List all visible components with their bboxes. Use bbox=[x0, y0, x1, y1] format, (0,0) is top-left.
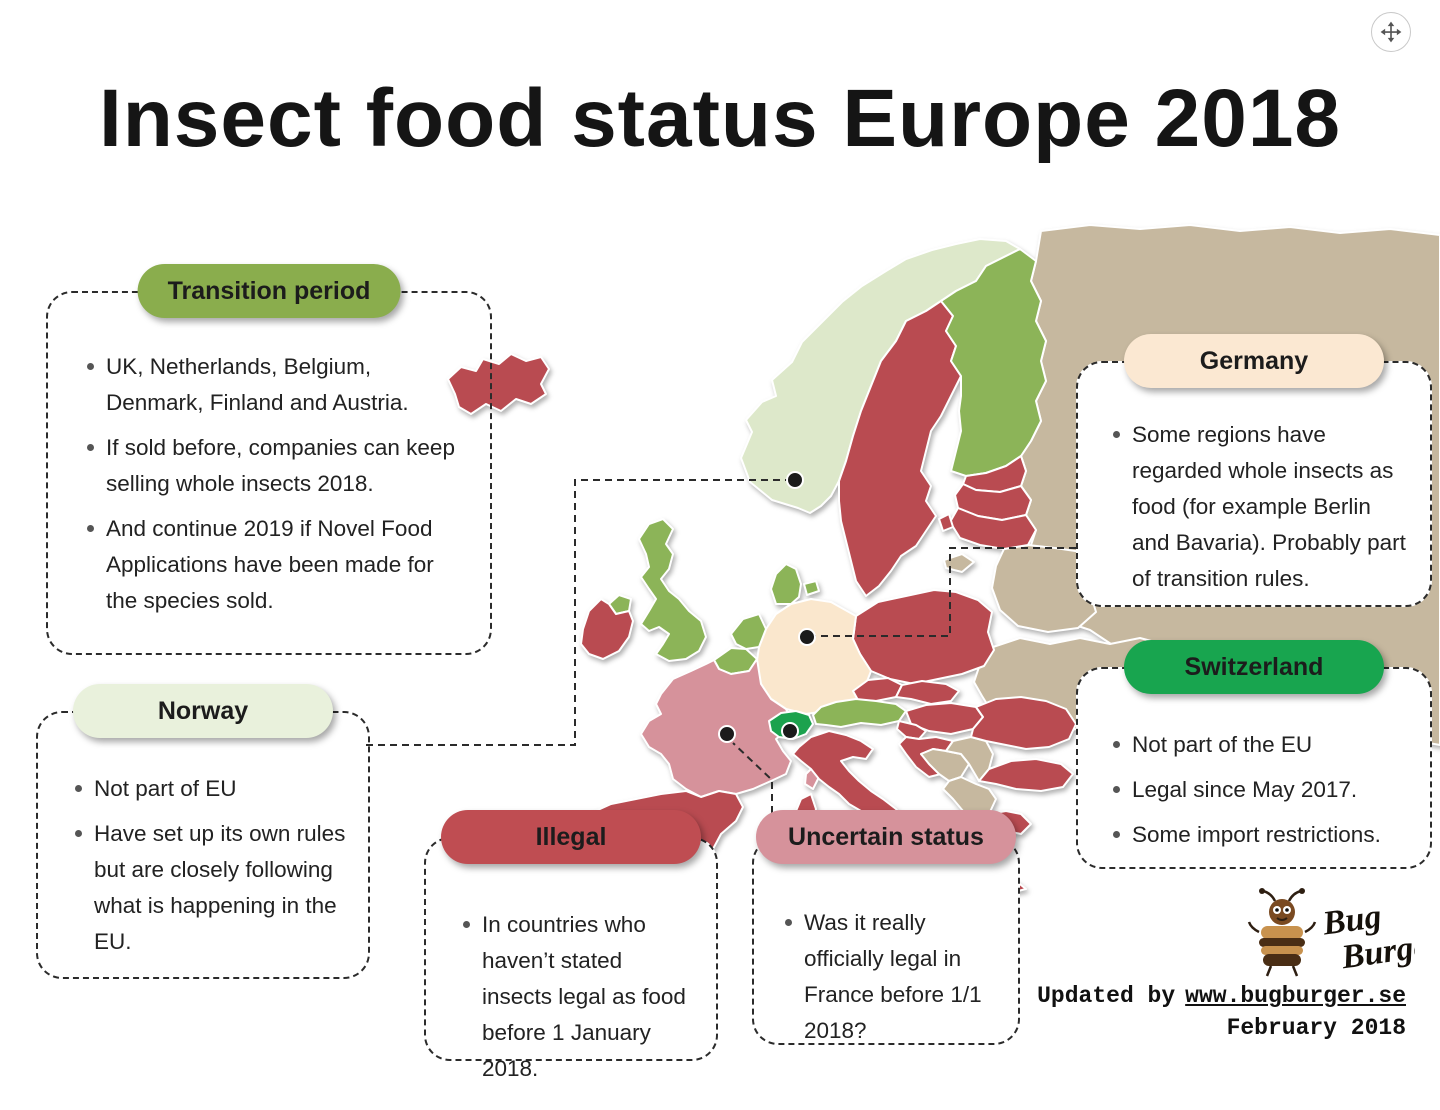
bugburger-logo: Bug Burger bbox=[1245, 885, 1440, 985]
transition-box: Transition period UK, Netherlands, Belgi… bbox=[46, 264, 492, 655]
bullet-item: In countries who haven’t stated insects … bbox=[460, 907, 696, 1087]
bullet-item: Not part of EU bbox=[72, 771, 346, 807]
country-kaliningrad bbox=[943, 553, 975, 573]
uncertain-bullets: Was it really officially legal in France… bbox=[754, 839, 1018, 1072]
island-gotland bbox=[938, 513, 954, 532]
bullet-item: Have set up its own rules but are closel… bbox=[72, 816, 346, 960]
country-france bbox=[640, 658, 792, 798]
country-uk bbox=[638, 518, 707, 662]
country-netherlands bbox=[730, 613, 767, 650]
germany-marker-dot bbox=[798, 628, 816, 646]
country-austria bbox=[812, 698, 907, 728]
country-ireland bbox=[580, 598, 634, 660]
updated-label: Updated by bbox=[1037, 983, 1176, 1009]
bullet-item: Some import restrictions. bbox=[1110, 817, 1410, 853]
page-title: Insect food status Europe 2018 bbox=[98, 73, 1342, 164]
uncertain-box: Uncertain status Was it really officiall… bbox=[752, 810, 1020, 1045]
illegal-bullets: In countries who haven’t stated insects … bbox=[426, 839, 716, 1110]
bullet-item: Was it really officially legal in France… bbox=[782, 905, 1002, 1049]
country-romania bbox=[970, 696, 1077, 750]
country-bosnia bbox=[920, 748, 970, 782]
germany-bullets: Some regions have regarded whole insects… bbox=[1078, 363, 1430, 620]
transition-pill: Transition period bbox=[137, 264, 401, 318]
bullet-item: And continue 2019 if Novel Food Applicat… bbox=[84, 511, 462, 619]
connector-norway bbox=[366, 479, 788, 746]
updated-line: Updated by www.bugburger.se bbox=[1037, 980, 1406, 1012]
country-germany bbox=[755, 598, 872, 715]
norway-pill: Norway bbox=[73, 684, 333, 738]
logo-text-line1: Bug bbox=[1320, 898, 1384, 943]
bugburger-link[interactable]: www.bugburger.se bbox=[1185, 983, 1406, 1009]
germany-box: Germany Some regions have regarded whole… bbox=[1076, 334, 1432, 607]
switzerland-pill: Switzerland bbox=[1124, 640, 1384, 694]
bullet-item: UK, Netherlands, Belgium, Denmark, Finla… bbox=[84, 349, 462, 421]
norway-bullets: Not part of EU Have set up its own rules… bbox=[38, 713, 368, 983]
country-slovakia bbox=[895, 680, 960, 705]
bug-mascot-icon bbox=[1247, 888, 1317, 977]
switzerland-marker-dot bbox=[781, 722, 799, 740]
bullet-item: Legal since May 2017. bbox=[1110, 772, 1410, 808]
move-icon[interactable] bbox=[1371, 12, 1411, 52]
move-arrows-icon bbox=[1380, 21, 1402, 43]
france-marker-dot bbox=[718, 725, 736, 743]
country-bulgaria bbox=[978, 758, 1074, 792]
bugburger-wordmark: Bug Burger bbox=[1320, 898, 1440, 977]
map-markers bbox=[718, 471, 816, 743]
uncertain-pill: Uncertain status bbox=[756, 810, 1016, 864]
norway-box: Norway Not part of EU Have set up its ow… bbox=[36, 684, 370, 979]
bugburger-logo-graphic: Bug Burger bbox=[1247, 888, 1440, 977]
date-line: February 2018 bbox=[1226, 1015, 1406, 1041]
norway-marker-dot bbox=[786, 471, 804, 489]
country-lithuania bbox=[949, 507, 1037, 550]
bullet-item: Not part of the EU bbox=[1110, 727, 1410, 763]
germany-pill: Germany bbox=[1124, 334, 1384, 388]
bullet-item: If sold before, companies can keep selli… bbox=[84, 430, 462, 502]
switzerland-box: Switzerland Not part of the EU Legal sin… bbox=[1076, 640, 1432, 869]
illegal-pill: Illegal bbox=[441, 810, 701, 864]
switzerland-bullets: Not part of the EU Legal since May 2017.… bbox=[1078, 669, 1430, 876]
country-iceland bbox=[447, 353, 550, 415]
illegal-box: Illegal In countries who haven’t stated … bbox=[424, 810, 718, 1081]
country-denmark bbox=[770, 563, 802, 605]
island-zealand bbox=[803, 580, 820, 596]
bullet-item: Some regions have regarded whole insects… bbox=[1110, 417, 1406, 597]
country-finland bbox=[940, 248, 1047, 477]
connector-germany bbox=[815, 547, 1076, 637]
footer: Updated by www.bugburger.se February 2018 bbox=[1037, 980, 1406, 1044]
transition-bullets: UK, Netherlands, Belgium, Denmark, Finla… bbox=[48, 293, 490, 642]
